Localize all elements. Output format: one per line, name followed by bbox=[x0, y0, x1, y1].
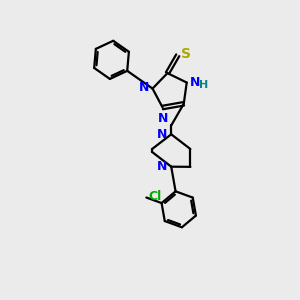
Text: N: N bbox=[156, 160, 167, 173]
Text: N: N bbox=[156, 128, 167, 141]
Text: N: N bbox=[139, 81, 150, 94]
Text: Cl: Cl bbox=[149, 190, 162, 203]
Text: N: N bbox=[190, 76, 200, 89]
Text: S: S bbox=[181, 47, 191, 61]
Text: H: H bbox=[199, 80, 208, 91]
Text: N: N bbox=[158, 112, 168, 125]
